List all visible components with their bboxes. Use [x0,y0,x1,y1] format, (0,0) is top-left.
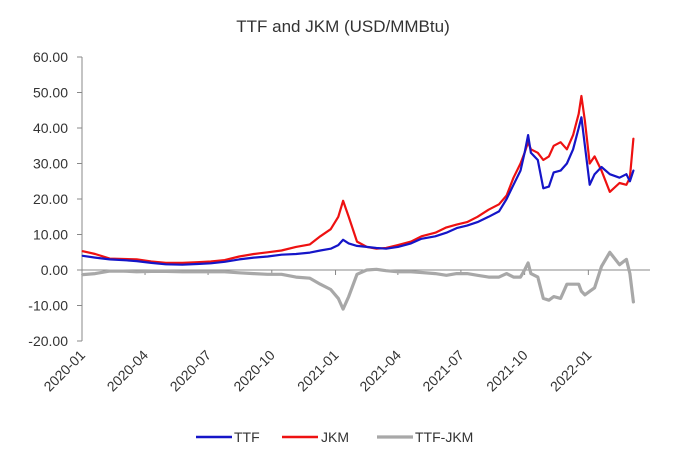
legend: TTF JKM TTF-JKM [196,429,473,445]
x-tick-label: 2020-10 [230,347,278,395]
y-tick-label: 50.00 [33,85,68,101]
x-tick-label: 2021-10 [483,347,531,395]
series-line-ttf [81,116,635,266]
y-tick-label: 0.00 [41,262,68,278]
plot-series [81,94,636,311]
series-line-jkm [81,94,635,264]
x-axis: 2020-01 2020-04 2020-07 2020-10 2021-01 2021-… [40,269,650,395]
legend-label-ttf: TTF [234,429,260,445]
y-tick-label: 30.00 [33,156,68,172]
x-tick-label: 2021-07 [419,347,467,395]
x-tick-label: 2021-01 [294,347,342,395]
x-tick-label: 2020-01 [40,347,88,395]
y-tick-label: -20.00 [28,333,68,349]
series-line-ttf-jkm [81,250,636,311]
y-axis: 60.00 50.00 40.00 30.00 20.00 10.00 0.00 -10.00… [28,49,83,349]
x-tick-label: 2022-01 [547,347,595,395]
legend-label-ttf-jkm: TTF-JKM [415,429,473,445]
y-tick-label: -10.00 [28,298,68,314]
y-tick-label: 60.00 [33,49,68,65]
chart-title: TTF and JKM (USD/MMBtu) [236,17,449,36]
x-tick-label: 2020-07 [167,347,215,395]
y-tick-label: 10.00 [33,227,68,243]
y-tick-label: 20.00 [33,191,68,207]
y-tick-label: 40.00 [33,120,68,136]
x-tick-label: 2020-04 [104,347,152,395]
x-tick-label: 2021-04 [356,347,404,395]
legend-label-jkm: JKM [321,429,349,445]
